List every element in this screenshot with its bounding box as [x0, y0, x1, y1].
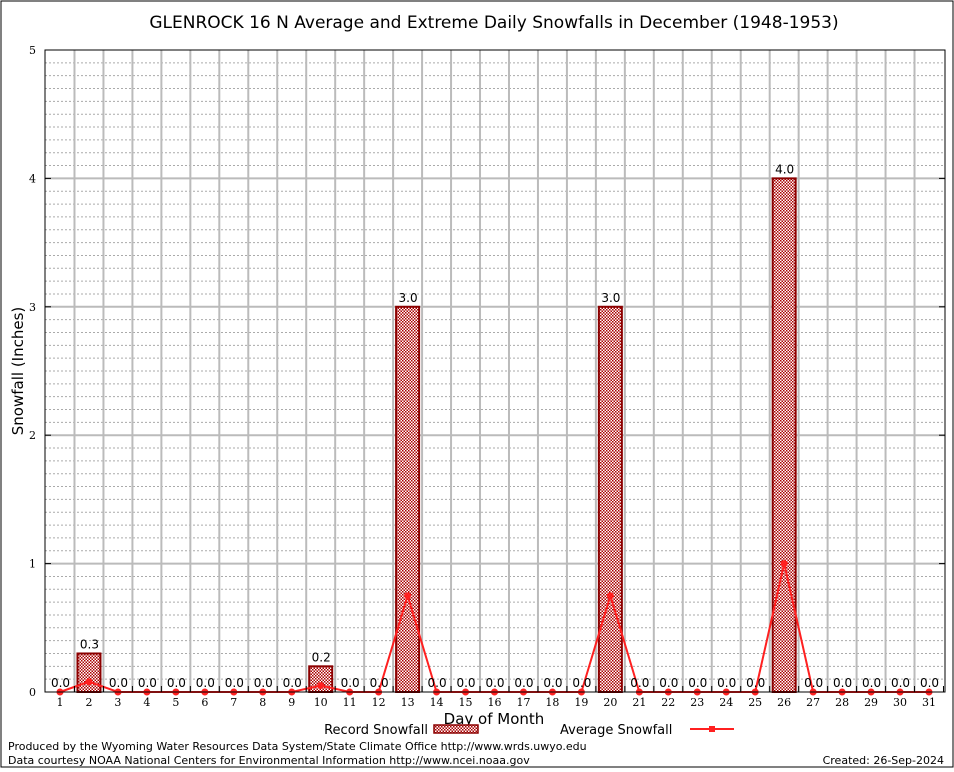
- bar-label: 0.0: [833, 676, 852, 690]
- x-tick-label: 15: [459, 696, 473, 709]
- legend-average-label: Average Snowfall: [560, 723, 672, 738]
- bar-label: 3.0: [601, 291, 620, 305]
- x-tick-label: 2: [85, 696, 92, 709]
- x-tick-label: 23: [690, 696, 704, 709]
- average-point: [780, 560, 788, 568]
- plot-border: [44, 49, 946, 693]
- bar-day-26: [771, 177, 797, 693]
- x-tick-label: 14: [430, 696, 444, 709]
- x-tick-label: 21: [632, 696, 646, 709]
- average-point: [85, 678, 93, 686]
- legend-record-swatch: [433, 724, 479, 734]
- bar-label: 0.0: [225, 676, 244, 690]
- y-tick-label: 3: [29, 301, 36, 314]
- bar-label: 0.0: [341, 676, 360, 690]
- bar-label: 0.0: [428, 676, 447, 690]
- bar-label: 0.3: [80, 637, 99, 651]
- x-tick-label: 5: [172, 696, 179, 709]
- x-tick-label: 10: [314, 696, 328, 709]
- y-tick-label: 0: [29, 686, 36, 699]
- x-tick-label: 6: [201, 696, 208, 709]
- x-tick-label: 12: [372, 696, 386, 709]
- y-tick-label: 5: [29, 44, 36, 57]
- x-tick-label: 27: [806, 696, 820, 709]
- x-tick-label: 1: [57, 696, 64, 709]
- x-tick-label: 4: [143, 696, 150, 709]
- x-tick-label: 13: [401, 696, 415, 709]
- y-tick-label: 2: [29, 429, 36, 442]
- x-axis-label: Day of Month: [444, 710, 545, 728]
- footer-created: Created: 26-Sep-2024: [823, 754, 944, 767]
- bar-label: 0.0: [138, 676, 157, 690]
- legend-average-marker: [709, 726, 715, 732]
- bar-label: 0.0: [659, 676, 678, 690]
- y-tick-label: 1: [29, 558, 36, 571]
- x-tick-label: 11: [343, 696, 357, 709]
- x-tick-label: 28: [835, 696, 849, 709]
- chart-title: GLENROCK 16 N Average and Extreme Daily …: [149, 13, 838, 33]
- bar-label: 0.0: [167, 676, 186, 690]
- bar-label: 0.0: [196, 676, 215, 690]
- x-tick-label: 3: [114, 696, 121, 709]
- bar-label: 0.0: [456, 676, 475, 690]
- bar-label: 0.0: [862, 676, 881, 690]
- bar-label: 0.0: [572, 676, 591, 690]
- bar-label: 0.0: [51, 676, 70, 690]
- bar-label: 0.0: [254, 676, 273, 690]
- bar-label: 3.0: [399, 291, 418, 305]
- footer-produced: Produced by the Wyoming Water Resources …: [8, 740, 587, 753]
- bar-label: 0.0: [804, 676, 823, 690]
- average-point: [317, 682, 325, 690]
- bar-day-2: [76, 652, 102, 693]
- x-tick-label: 24: [719, 696, 733, 709]
- x-tick-label: 16: [488, 696, 502, 709]
- x-tick-label: 17: [516, 696, 530, 709]
- x-tick-label: 8: [259, 696, 266, 709]
- x-tick-label: 22: [661, 696, 675, 709]
- bars: [76, 177, 797, 694]
- bar-label: 0.0: [109, 676, 128, 690]
- bar-label: 0.0: [746, 676, 765, 690]
- x-tick-label: 31: [922, 696, 936, 709]
- x-tick-label: 30: [893, 696, 907, 709]
- bar-label: 0.0: [283, 676, 302, 690]
- x-tick-label: 25: [748, 696, 762, 709]
- bar-label: 0.0: [891, 676, 910, 690]
- bar-day-13: [395, 305, 421, 693]
- bar-label: 0.0: [514, 676, 533, 690]
- bar-label: 4.0: [775, 162, 794, 176]
- footer-courtesy: Data courtesy NOAA National Centers for …: [8, 754, 530, 767]
- bar-label: 0.0: [370, 676, 389, 690]
- x-tick-label: 9: [288, 696, 295, 709]
- y-tick-label: 4: [29, 172, 36, 185]
- average-point: [606, 592, 614, 600]
- bar-day-20: [597, 305, 623, 693]
- bar-label: 0.0: [920, 676, 939, 690]
- average-point: [404, 592, 412, 600]
- bar-label: 0.2: [312, 650, 331, 664]
- bar-label: 0.0: [717, 676, 736, 690]
- x-tick-label: 29: [864, 696, 878, 709]
- bar-labels: 0.0 0.3 0.0 0.0 0.0 0.0 0.0 0.0 0.0 0.2 0.0 0.0 3.0 0…: [51, 162, 939, 690]
- x-tick-label: 18: [545, 696, 559, 709]
- grid: [45, 50, 945, 692]
- x-tick-label: 7: [230, 696, 237, 709]
- bar-label: 0.0: [485, 676, 504, 690]
- x-tick-label: 19: [574, 696, 588, 709]
- legend-record-label: Record Snowfall: [324, 723, 428, 738]
- bar-label: 0.0: [543, 676, 562, 690]
- x-tick-label: 20: [603, 696, 617, 709]
- y-axis-label: Snowfall (Inches): [9, 307, 27, 435]
- bar-label: 0.0: [630, 676, 649, 690]
- x-tick-label: 26: [777, 696, 791, 709]
- bar-label: 0.0: [688, 676, 707, 690]
